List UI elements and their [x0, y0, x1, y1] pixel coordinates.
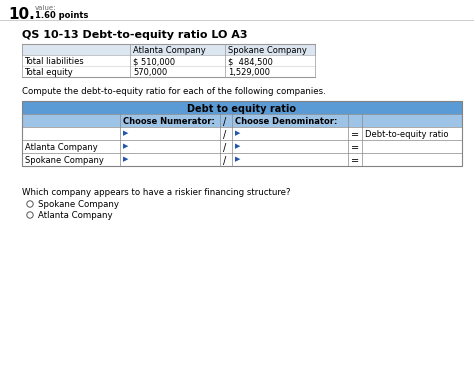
Text: Compute the debt-to-equity ratio for each of the following companies.: Compute the debt-to-equity ratio for eac…: [22, 87, 326, 96]
Text: /: /: [223, 130, 226, 140]
Text: $  484,500: $ 484,500: [228, 57, 273, 66]
Text: 570,000: 570,000: [133, 68, 167, 77]
Text: /: /: [223, 117, 226, 127]
Text: Spokane Company: Spokane Company: [38, 200, 119, 209]
Text: Atlanta Company: Atlanta Company: [38, 211, 113, 220]
Text: Atlanta Company: Atlanta Company: [133, 46, 206, 55]
Text: value:: value:: [35, 5, 56, 11]
Text: 1.60 points: 1.60 points: [35, 11, 88, 20]
Text: Choose Denominator:: Choose Denominator:: [235, 117, 337, 126]
Text: Total equity: Total equity: [24, 68, 73, 77]
Text: /: /: [223, 143, 226, 153]
Text: 1,529,000: 1,529,000: [228, 68, 270, 77]
Text: Spokane Company: Spokane Company: [228, 46, 307, 55]
Text: ▶: ▶: [235, 156, 240, 162]
Text: Total liabilities: Total liabilities: [24, 57, 84, 66]
Text: $ 510,000: $ 510,000: [133, 57, 175, 66]
Text: 10.: 10.: [8, 7, 35, 22]
Bar: [22, 114, 462, 127]
Bar: [22, 127, 462, 140]
Text: =: =: [351, 156, 359, 166]
Bar: [22, 101, 462, 166]
Text: QS 10-13 Debt-to-equity ratio LO A3: QS 10-13 Debt-to-equity ratio LO A3: [22, 30, 247, 40]
Text: Debt-to-equity ratio: Debt-to-equity ratio: [365, 130, 448, 139]
Text: ▶: ▶: [235, 143, 240, 149]
Text: ▶: ▶: [123, 156, 128, 162]
Text: =: =: [351, 143, 359, 153]
Bar: [22, 101, 462, 114]
Text: Spokane Company: Spokane Company: [25, 156, 104, 165]
Bar: [22, 44, 315, 55]
Text: ▶: ▶: [123, 130, 128, 136]
Text: Which company appears to have a riskier financing structure?: Which company appears to have a riskier …: [22, 188, 291, 197]
Text: Choose Numerator:: Choose Numerator:: [123, 117, 215, 126]
Text: ▶: ▶: [235, 130, 240, 136]
Text: Debt to equity ratio: Debt to equity ratio: [188, 104, 297, 114]
Bar: [22, 153, 462, 166]
Text: Atlanta Company: Atlanta Company: [25, 143, 98, 152]
Text: =: =: [351, 130, 359, 140]
Text: ▶: ▶: [123, 143, 128, 149]
Bar: [22, 140, 462, 153]
Text: /: /: [223, 156, 226, 166]
